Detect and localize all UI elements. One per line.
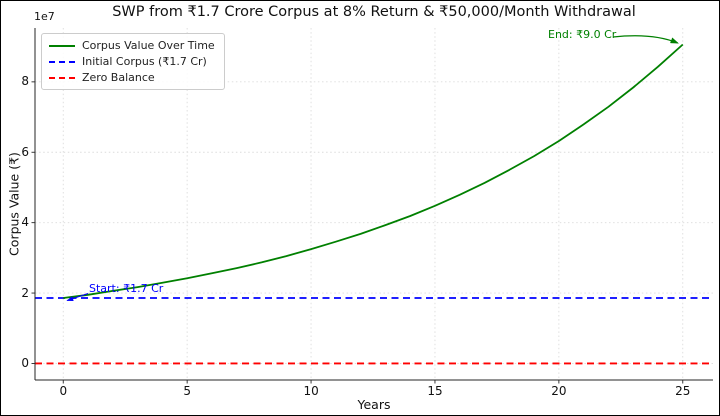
y-axis-offset-text: 1e7 xyxy=(34,10,55,23)
chart-title: SWP from ₹1.7 Crore Corpus at 8% Return … xyxy=(112,4,636,20)
legend-line-sample xyxy=(49,76,75,79)
x-axis-label: Years xyxy=(357,397,391,412)
start-annotation-arrow xyxy=(66,293,89,301)
legend-item: Zero Balance xyxy=(49,71,215,84)
legend-item-label: Zero Balance xyxy=(82,71,155,84)
legend-item-label: Initial Corpus (₹1.7 Cr) xyxy=(82,55,207,68)
end-annotation-arrow xyxy=(612,35,679,44)
legend-item: Initial Corpus (₹1.7 Cr) xyxy=(49,55,215,68)
legend-item: Corpus Value Over Time xyxy=(49,39,215,52)
legend-line-sample xyxy=(49,60,75,63)
legend: Corpus Value Over Time Initial Corpus (₹1… xyxy=(41,33,225,90)
y-axis-label: Corpus Value (₹) xyxy=(6,152,22,256)
legend-item-label: Corpus Value Over Time xyxy=(82,39,215,52)
annotation-start: Start: ₹1.7 Cr xyxy=(89,282,164,295)
annotation-end: End: ₹9.0 Cr xyxy=(548,28,617,41)
corpus-value-curve xyxy=(63,43,684,299)
legend-line-sample xyxy=(49,44,75,47)
